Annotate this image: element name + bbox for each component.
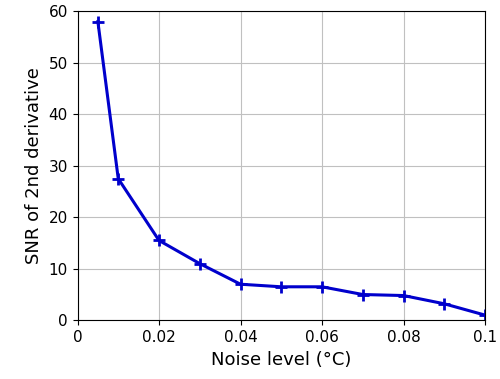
- X-axis label: Noise level (°C): Noise level (°C): [211, 351, 352, 368]
- Y-axis label: SNR of 2nd derivative: SNR of 2nd derivative: [25, 67, 43, 264]
